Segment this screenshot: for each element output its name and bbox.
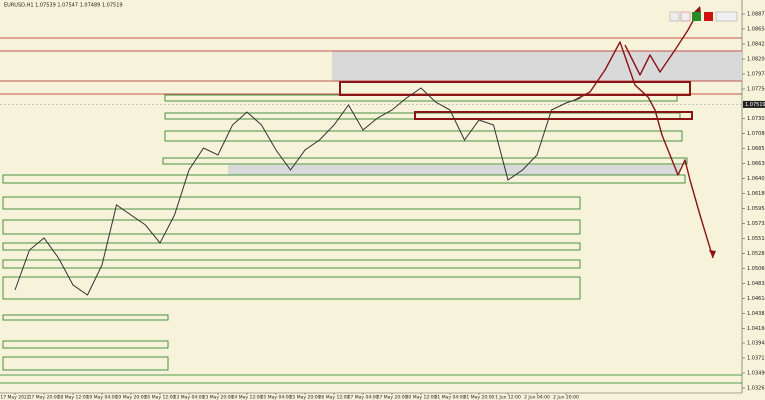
y-tick-label: 1.08875 [747,12,765,18]
y-tick-label: 1.06180 [747,191,765,197]
x-tick-label: 19 May 04:00 [87,395,118,400]
x-tick-label: 17 May 20:00 [29,395,60,400]
x-tick-label: 20 May 12:00 [145,395,176,400]
y-tick-label: 1.07750 [747,87,765,93]
gray-zone [332,51,742,81]
zone [2,174,686,184]
zone [162,157,688,165]
zone [2,219,581,235]
y-tick-label: 1.08200 [747,57,765,63]
y-tick-label: 1.07305 [747,116,765,122]
x-tick-label: 25 May 20:00 [290,395,321,400]
y-tick-label: 1.07975 [747,72,765,78]
y-tick-label: 1.03490 [747,371,765,377]
x-tick-label: 25 May 04:00 [261,395,292,400]
icon[interactable] [692,12,701,21]
icon[interactable] [715,11,738,22]
zone [2,242,581,251]
x-tick-label: 2 Jun 20:00 [553,395,579,400]
y-tick-label: 1.07080 [747,131,765,137]
y-tick-label: 1.06630 [747,161,765,167]
y-tick-label: 1.08425 [747,42,765,48]
x-tick-label: 31 May 04:00 [435,395,466,400]
x-tick-label: 23 May 04:00 [174,395,205,400]
y-tick-label: 1.06855 [747,146,765,152]
x-tick-label: 24 May 12:00 [232,395,263,400]
zone [2,276,581,300]
y-tick-label: 1.03715 [747,356,765,362]
toolbar-icons [669,11,738,22]
x-tick-label: 31 May 20:00 [464,395,495,400]
x-tick-label: 27 May 20:00 [377,395,408,400]
icon[interactable] [680,11,691,22]
zone [2,196,581,210]
x-tick-label: 19 May 20:00 [116,395,147,400]
y-tick-label: 1.03940 [747,341,765,347]
y-tick-label: 1.08650 [747,27,765,33]
icon[interactable] [669,11,680,22]
zone [2,356,169,371]
projection-arrow [574,41,714,259]
arrow-head [694,6,701,13]
x-tick-label: 30 May 12:00 [406,395,437,400]
y-tick-label: 1.04835 [747,281,765,287]
zone [2,340,169,349]
x-tick-label: 18 May 12:00 [58,395,89,400]
drawings [0,6,742,384]
resistance-box [339,81,691,96]
y-tick-label: 1.04610 [747,296,765,302]
y-tick-label: 1.05510 [747,236,765,242]
y-tick-label: 1.04160 [747,326,765,332]
price-line [14,87,581,296]
chart-title: EURUSD,H1 1.07539 1.07547 1.07489 1.0751… [4,3,123,9]
y-tick-label: 1.06405 [747,176,765,182]
x-tick-label: 17 May 2022 [0,395,29,400]
y-tick-label: 1.05735 [747,221,765,227]
icon[interactable] [704,12,713,21]
resistance-box [414,111,693,120]
x-tick-label: 27 May 04:00 [348,395,379,400]
gray-zone [228,165,680,175]
x-tick-label: 23 May 20:00 [203,395,234,400]
x-tick-label: 1 Jun 12:00 [495,395,521,400]
zone [2,259,581,269]
y-tick-label: 1.05060 [747,266,765,272]
zone [164,130,683,142]
current-price-tag [743,100,765,108]
projection-arrow [624,7,701,76]
y-tick-label: 1.05285 [747,251,765,257]
arrow-head [709,250,716,258]
y-tick-label: 1.03265 [747,386,765,392]
y-tick-label: 1.05955 [747,206,765,212]
x-tick-label: 26 May 12:00 [319,395,350,400]
zone [2,314,169,321]
x-tick-label: 2 Jun 04:00 [524,395,550,400]
current-price-label: 1.07519 [745,102,765,108]
y-tick-label: 1.04385 [747,311,765,317]
